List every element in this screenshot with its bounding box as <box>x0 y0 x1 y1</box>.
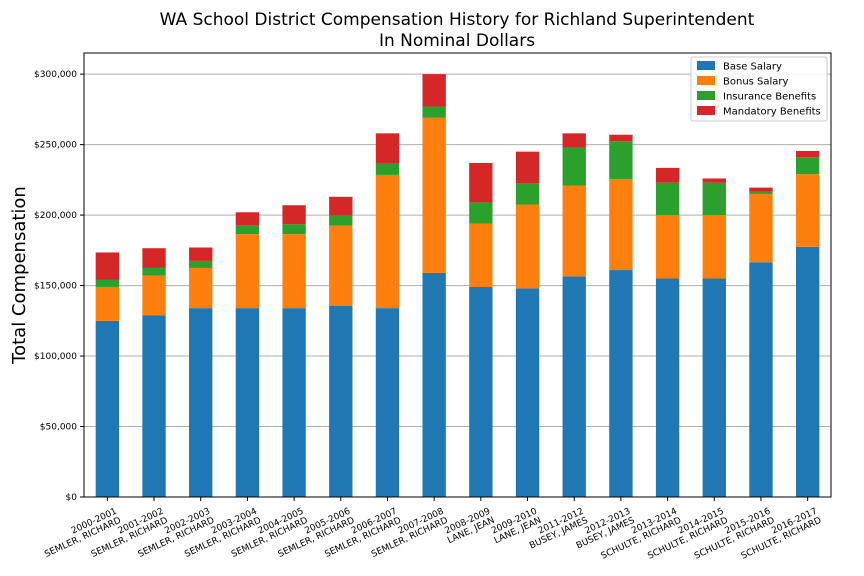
bar-base-salary <box>142 315 166 497</box>
bar-base-salary <box>702 278 726 497</box>
bar-insurance-benefits <box>95 279 120 287</box>
bar-mandatory-benefits <box>375 133 400 164</box>
bar-mandatory-benefits <box>189 247 213 261</box>
bar-insurance-benefits <box>469 202 493 224</box>
bar-mandatory-benefits <box>235 212 260 226</box>
bar-base-salary <box>375 308 400 497</box>
bar-base-salary <box>189 308 213 497</box>
bar-mandatory-benefits <box>655 167 680 183</box>
bar-insurance-benefits <box>702 182 726 216</box>
bar-bonus-salary <box>282 234 306 309</box>
bar-bonus-salary <box>95 286 120 321</box>
y-tick-label: $300,000 <box>34 70 77 80</box>
y-tick-label: $150,000 <box>34 282 77 292</box>
legend-entry: Bonus Salary <box>723 77 789 88</box>
bar-base-salary <box>609 270 633 497</box>
y-axis-label: Total Compensation <box>9 186 30 365</box>
chart-subtitle: In Nominal Dollars <box>379 31 535 51</box>
bar-mandatory-benefits <box>422 74 446 107</box>
legend-box <box>690 56 828 122</box>
bar-base-salary <box>235 308 260 497</box>
bar-bonus-salary <box>655 215 680 279</box>
bar-mandatory-benefits <box>469 162 493 203</box>
bar-insurance-benefits <box>609 141 633 180</box>
bar-base-salary <box>282 308 306 497</box>
bar-base-salary <box>422 272 446 497</box>
bar-insurance-benefits <box>329 215 353 226</box>
bar-mandatory-benefits <box>609 134 633 142</box>
bar-bonus-salary <box>189 267 213 309</box>
legend-swatch <box>697 106 715 115</box>
y-tick-label: $50,000 <box>40 423 77 433</box>
bar-insurance-benefits <box>142 267 166 276</box>
y-tick-label: $250,000 <box>34 141 77 151</box>
bar-base-salary <box>515 288 540 497</box>
bar-insurance-benefits <box>375 163 400 175</box>
bar-mandatory-benefits <box>562 133 586 148</box>
bar-mandatory-benefits <box>142 248 166 268</box>
bar-bonus-salary <box>795 174 820 247</box>
bar-mandatory-benefits <box>329 196 353 216</box>
bar-base-salary <box>795 246 820 497</box>
legend-entry: Mandatory Benefits <box>723 107 821 118</box>
bar-bonus-salary <box>702 215 726 279</box>
bar-mandatory-benefits <box>282 205 306 225</box>
x-axis: 2000-2001SEMLER, RICHARD2001-2002SEMLER,… <box>43 497 823 562</box>
bar-bonus-salary <box>422 117 446 273</box>
bar-bonus-salary <box>469 223 493 287</box>
bar-insurance-benefits <box>235 225 260 235</box>
bar-bonus-salary <box>609 179 633 271</box>
bar-mandatory-benefits <box>515 151 540 184</box>
y-tick-label: $0 <box>66 493 78 503</box>
bar-insurance-benefits <box>655 182 680 216</box>
bar-insurance-benefits <box>562 147 586 186</box>
bar-bonus-salary <box>235 234 260 309</box>
y-tick-label: $100,000 <box>34 352 77 362</box>
legend-swatch <box>697 91 715 100</box>
bar-bonus-salary <box>562 185 586 277</box>
bar-base-salary <box>329 306 353 497</box>
bar-mandatory-benefits <box>702 178 726 183</box>
bar-bonus-salary <box>375 174 400 309</box>
bar-insurance-benefits <box>795 157 820 175</box>
bar-base-salary <box>655 278 680 497</box>
bar-bonus-salary <box>515 204 540 289</box>
bar-insurance-benefits <box>282 224 306 235</box>
bar-mandatory-benefits <box>749 187 773 192</box>
bar-base-salary <box>562 276 586 497</box>
legend-swatch <box>697 61 715 70</box>
legend: Base Salary Bonus Salary Insurance Benefit… <box>690 56 828 122</box>
bar-insurance-benefits <box>749 191 773 194</box>
bar-base-salary <box>469 286 493 497</box>
bar-insurance-benefits <box>422 106 446 118</box>
bar-mandatory-benefits <box>95 252 120 280</box>
plot-frame <box>83 52 832 498</box>
bar-bonus-salary <box>749 193 773 263</box>
bar-bonus-salary <box>142 275 166 316</box>
y-tick-label: $200,000 <box>34 211 77 221</box>
bar-bonus-salary <box>329 225 353 307</box>
x-tick-label: 2008-2009LANE, JEAN <box>442 507 497 547</box>
chart-title: WA School District Compensation History … <box>160 10 755 30</box>
bar-insurance-benefits <box>515 183 540 205</box>
bar-mandatory-benefits <box>795 150 820 158</box>
bar-base-salary <box>749 262 773 497</box>
y-axis: $0 $50,000 $100,000 $150,000 $200,000 $250,00… <box>34 70 84 503</box>
legend-entry: Base Salary <box>723 62 782 73</box>
bar-insurance-benefits <box>189 260 213 268</box>
bars <box>95 74 820 497</box>
legend-entry: Insurance Benefits <box>723 92 816 103</box>
legend-swatch <box>697 76 715 85</box>
bar-base-salary <box>95 320 120 497</box>
